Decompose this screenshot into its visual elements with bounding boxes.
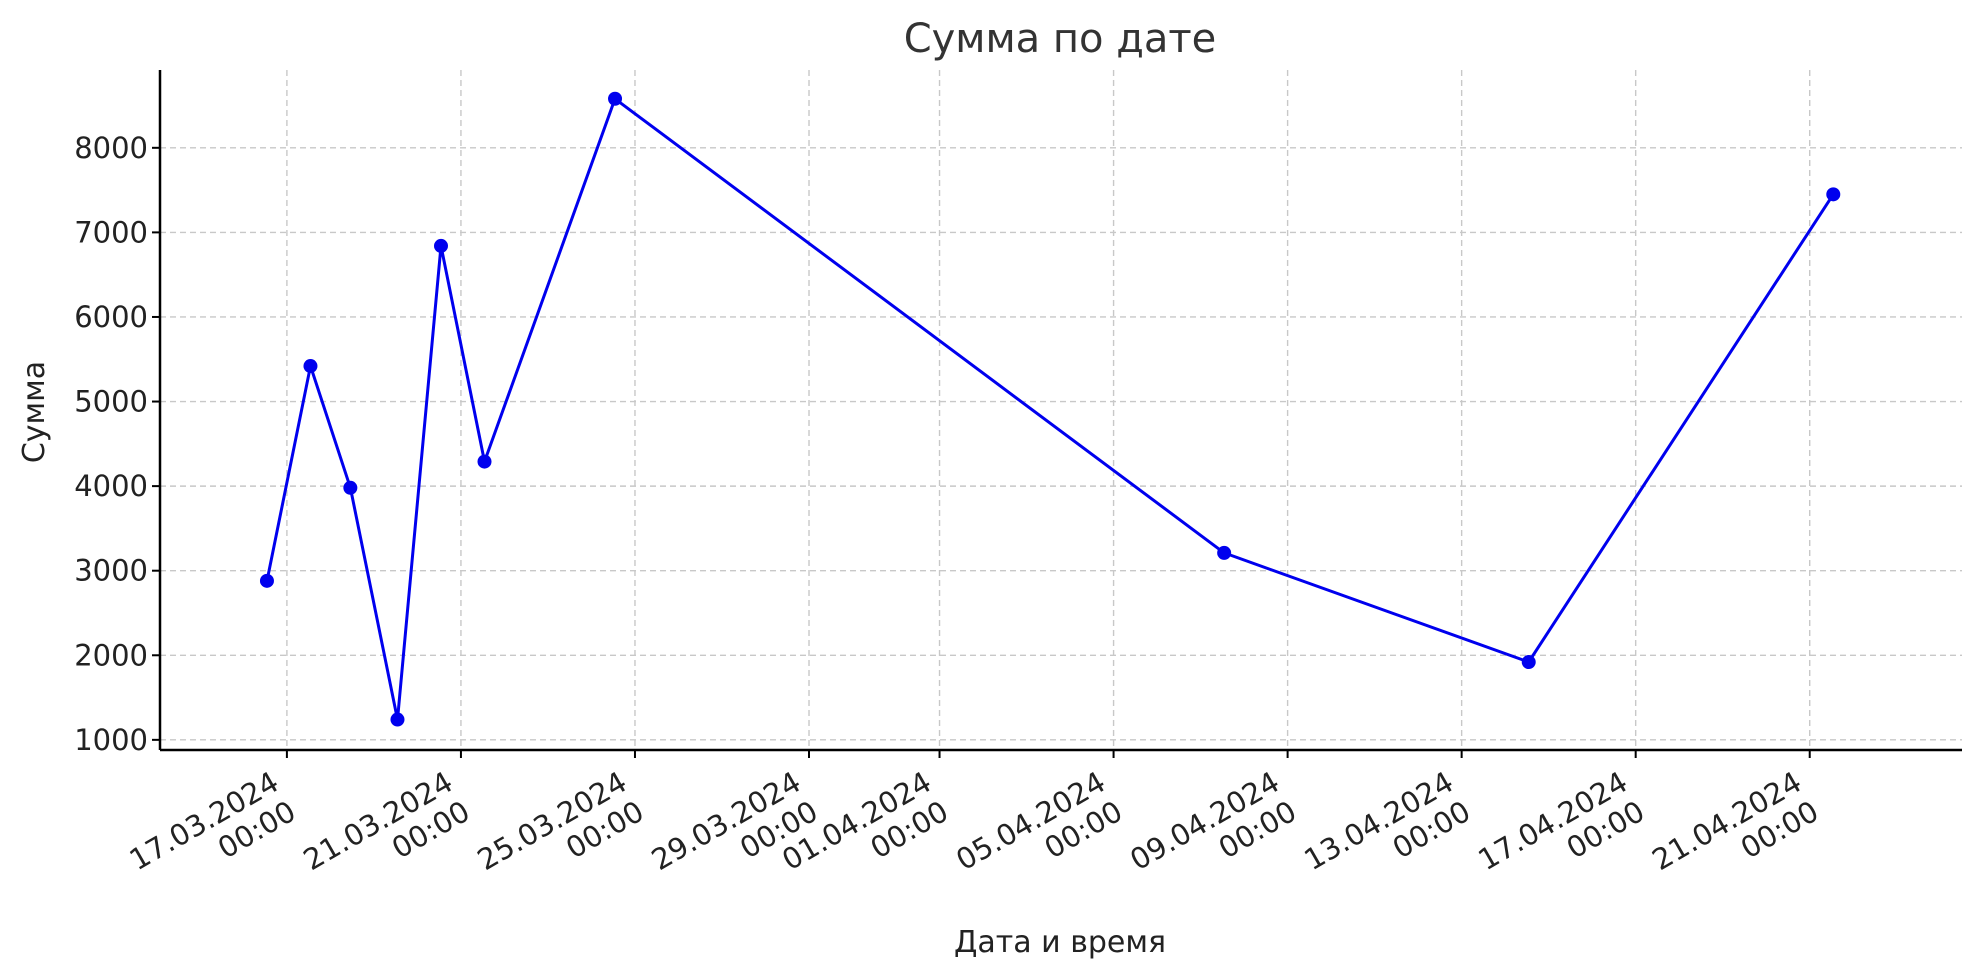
y-axis-label: Сумма [17,361,52,463]
y-tick-label: 7000 [74,215,148,249]
data-point [1217,545,1232,560]
y-tick-label: 8000 [74,131,148,165]
data-point [259,573,274,588]
series [259,91,1841,727]
data-point [1826,187,1841,202]
grid [160,70,1962,750]
y-tick-label: 3000 [74,554,148,588]
y-tick-label: 1000 [74,723,148,757]
data-point [1521,655,1536,670]
y-tick-label: 6000 [74,300,148,334]
data-point [303,359,318,374]
y-tick-label: 5000 [74,385,148,419]
data-point [390,712,405,727]
x-axis-label: Дата и время [954,925,1166,960]
data-point [433,238,448,253]
chart-title: Сумма по дате [904,16,1217,62]
data-point [477,454,492,469]
data-point [343,480,358,495]
series-line [265,97,1835,722]
y-tick-label: 4000 [74,469,148,503]
data-point [608,91,623,106]
y-tick-label: 2000 [74,638,148,672]
